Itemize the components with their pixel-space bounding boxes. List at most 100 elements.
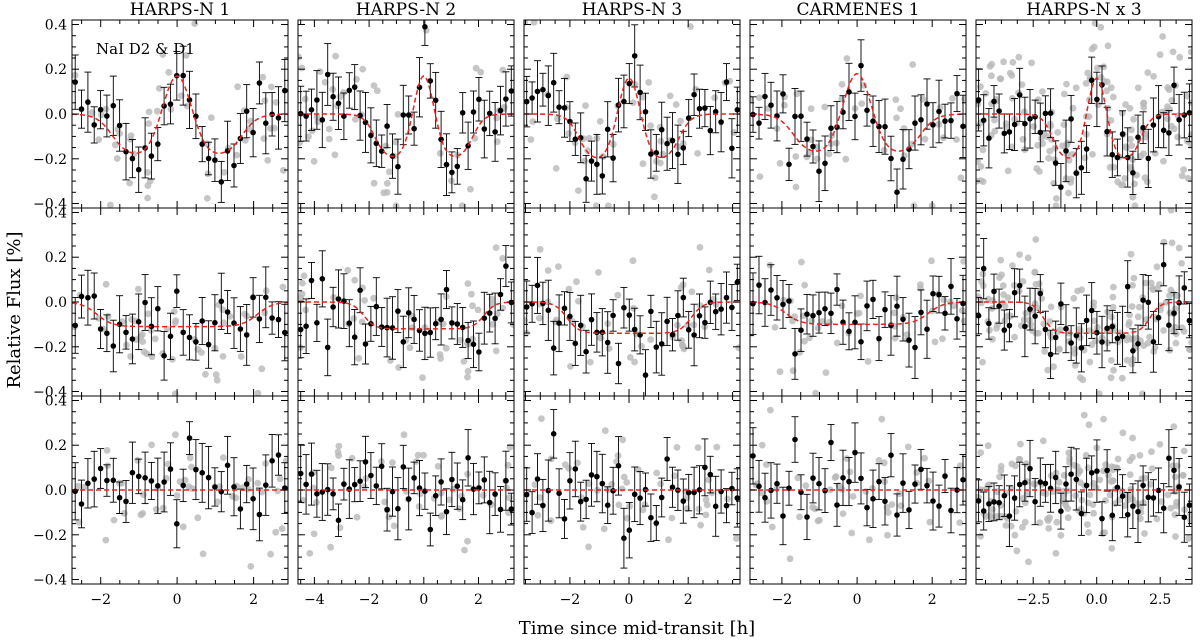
raw-data-point [1187, 140, 1192, 148]
raw-data-point [300, 272, 308, 280]
raw-data-point [325, 125, 333, 133]
raw-data-point [419, 374, 426, 382]
raw-data-point [893, 114, 900, 122]
binned-data-point [991, 288, 997, 295]
raw-data-point [1029, 327, 1036, 334]
raw-data-point [1118, 374, 1126, 382]
raw-data-point [325, 135, 333, 143]
binned-data-point [610, 312, 616, 319]
raw-data-point [1017, 440, 1024, 448]
binned-data-point [427, 329, 434, 336]
binned-data-point [780, 301, 786, 308]
binned-data-point [193, 466, 199, 473]
raw-data-point [1171, 511, 1179, 518]
binned-data-point [870, 496, 876, 502]
raw-data-point [472, 64, 480, 72]
binned-data-point [465, 455, 471, 461]
binned-data-point [373, 303, 380, 310]
raw-data-point [857, 292, 864, 300]
raw-data-point [492, 347, 500, 355]
raw-data-point [888, 501, 896, 508]
raw-data-point [1008, 143, 1016, 151]
raw-data-point [792, 183, 800, 191]
raw-data-point [645, 79, 653, 86]
y-tick-label: −0.2 [33, 340, 67, 356]
binned-data-point [1124, 511, 1131, 518]
raw-data-point [961, 95, 966, 103]
raw-data-point [299, 279, 306, 287]
binned-data-point [282, 329, 288, 336]
binned-data-point [1094, 468, 1100, 474]
raw-data-point [705, 266, 713, 274]
binned-data-point [691, 489, 697, 496]
binned-data-point [980, 508, 987, 514]
raw-data-point [921, 454, 928, 462]
binned-data-point [335, 296, 342, 302]
binned-data-point [1155, 314, 1162, 321]
raw-data-point [677, 117, 684, 125]
binned-data-point [351, 334, 358, 341]
raw-data-point [1089, 501, 1097, 508]
binned-data-point [942, 118, 948, 124]
binned-data-point [556, 320, 562, 327]
raw-data-point [1126, 163, 1134, 171]
raw-data-point [420, 451, 427, 459]
raw-data-point [534, 512, 542, 519]
raw-data-point [1180, 447, 1188, 455]
binned-data-point [85, 294, 91, 301]
raw-data-point [445, 496, 453, 504]
raw-data-point [499, 66, 507, 74]
raw-data-point [711, 94, 719, 102]
raw-data-point [1070, 294, 1078, 302]
binned-data-point [263, 482, 269, 488]
panel [297, 19, 515, 209]
raw-data-point [878, 415, 886, 423]
raw-data-point [1000, 58, 1007, 66]
raw-data-point [414, 451, 422, 459]
binned-data-point [85, 480, 91, 487]
raw-data-point [1086, 491, 1094, 499]
raw-data-point [194, 514, 202, 522]
raw-data-point [979, 146, 987, 154]
raw-data-point [989, 506, 996, 513]
binned-data-point [443, 161, 450, 168]
binned-data-point [1037, 290, 1044, 297]
raw-data-point [1001, 302, 1009, 310]
binned-data-point [193, 113, 199, 120]
binned-data-point [1063, 148, 1069, 154]
binned-data-point [1047, 110, 1054, 116]
raw-data-point [1121, 175, 1129, 182]
binned-data-point [626, 80, 633, 87]
panel: −4 −2 0 2 [297, 395, 515, 608]
binned-data-point [1166, 322, 1172, 329]
binned-data-point [762, 494, 768, 501]
binned-data-point [1124, 154, 1131, 161]
binned-data-point [572, 136, 579, 142]
binned-data-point [583, 348, 589, 355]
raw-data-point [353, 513, 361, 521]
binned-data-point [199, 470, 205, 476]
binned-data-point [351, 481, 358, 488]
binned-data-point [269, 315, 275, 321]
binned-data-point [948, 283, 954, 290]
raw-data-point [688, 288, 696, 296]
binned-data-point [470, 341, 477, 348]
raw-data-point [574, 459, 581, 467]
binned-data-point [199, 318, 205, 324]
raw-data-point [849, 493, 857, 500]
raw-data-point [237, 353, 245, 360]
binned-data-point [1150, 122, 1157, 128]
raw-data-point [1134, 313, 1142, 321]
raw-data-point [350, 315, 358, 322]
raw-data-point [1019, 278, 1027, 285]
raw-data-point [1168, 97, 1176, 104]
binned-data-point [218, 298, 225, 305]
raw-data-point [1153, 515, 1161, 523]
binned-data-point [954, 90, 960, 97]
raw-data-point [394, 111, 402, 118]
binned-data-point [621, 535, 627, 541]
raw-data-point [694, 444, 702, 451]
binned-data-point [142, 475, 148, 481]
binned-data-point [545, 307, 552, 314]
raw-data-point [417, 490, 424, 498]
